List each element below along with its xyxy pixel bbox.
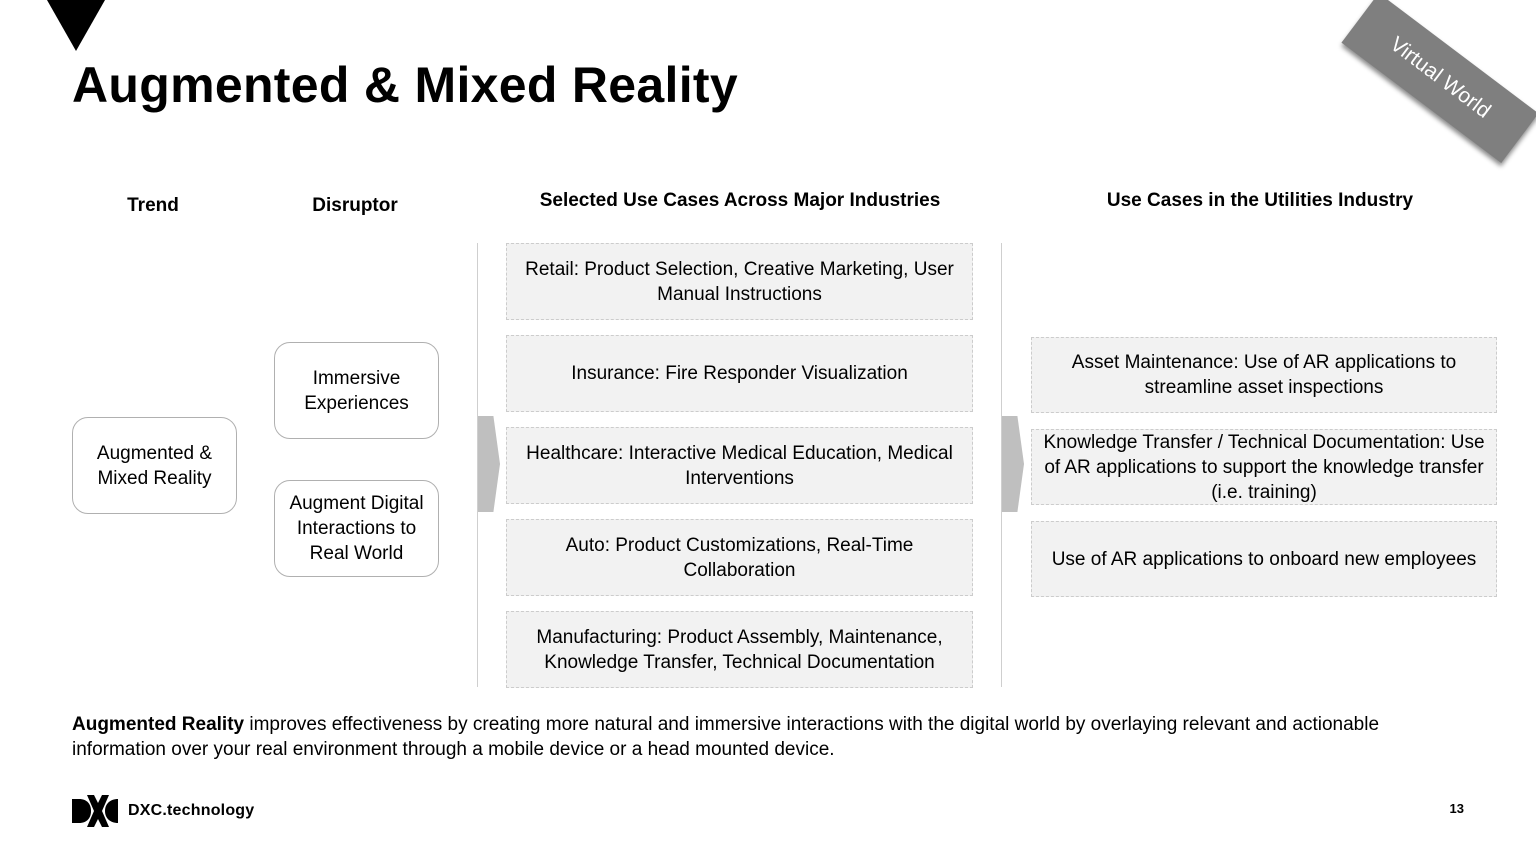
industry-use-case-text: Retail: Product Selection, Creative Mark… xyxy=(525,258,954,305)
utility-use-case-text: Use of AR applications to onboard new em… xyxy=(1051,548,1477,570)
trend-box: Augmented & Mixed Reality xyxy=(72,417,237,514)
dxc-logo-icon xyxy=(72,795,118,827)
industry-use-case: Retail: Product Selection, Creative Mark… xyxy=(506,243,973,320)
footer-bold-term: Augmented Reality xyxy=(72,714,245,735)
industry-use-case-text: Auto: Product Customizations, Real-Time … xyxy=(565,534,914,581)
trend-label: Augmented & Mixed Reality xyxy=(96,442,213,489)
disruptor-box-augment: Augment Digital Interactions to Real Wor… xyxy=(274,480,439,577)
disruptor-box-immersive: Immersive Experiences xyxy=(274,342,439,439)
footer-body: improves effectiveness by creating more … xyxy=(72,714,1380,760)
disruptor-label: Augment Digital Interactions to Real Wor… xyxy=(289,493,424,564)
divider-line xyxy=(1001,243,1002,687)
header-industries: Selected Use Cases Across Major Industri… xyxy=(539,190,941,211)
industry-use-case: Manufacturing: Product Assembly, Mainten… xyxy=(506,611,973,688)
industry-use-case: Auto: Product Customizations, Real-Time … xyxy=(506,519,973,596)
utility-use-case: Use of AR applications to onboard new em… xyxy=(1031,521,1497,597)
header-disruptor: Disruptor xyxy=(312,195,398,216)
slide-title: Augmented & Mixed Reality xyxy=(72,57,738,113)
disruptor-label: Immersive Experiences xyxy=(304,367,409,414)
chevron-right-icon xyxy=(1002,416,1024,512)
divider-line xyxy=(477,243,478,687)
utility-use-case: Knowledge Transfer / Technical Documenta… xyxy=(1031,429,1497,505)
industry-use-case: Insurance: Fire Responder Visualization xyxy=(506,335,973,412)
industry-use-case: Healthcare: Interactive Medical Educatio… xyxy=(506,427,973,504)
page-number: 13 xyxy=(1449,801,1464,816)
header-trend: Trend xyxy=(127,195,179,216)
dxc-logo: DXC.technology xyxy=(72,795,254,827)
logo-text: DXC.technology xyxy=(128,802,255,819)
corner-triangle-icon xyxy=(47,0,105,51)
utility-use-case-text: Knowledge Transfer / Technical Documenta… xyxy=(1043,431,1485,503)
utility-use-case: Asset Maintenance: Use of AR application… xyxy=(1031,337,1497,413)
industry-use-case-text: Healthcare: Interactive Medical Educatio… xyxy=(526,442,953,489)
virtual-world-ribbon: Virtual World xyxy=(1341,0,1536,163)
header-utilities: Use Cases in the Utilities Industry xyxy=(1106,190,1414,211)
industry-use-case-text: Insurance: Fire Responder Visualization xyxy=(571,363,908,384)
industry-use-case-text: Manufacturing: Product Assembly, Mainten… xyxy=(536,626,943,673)
utility-use-case-text: Asset Maintenance: Use of AR application… xyxy=(1071,352,1457,398)
chevron-right-icon xyxy=(478,416,500,512)
footer-description: Augmented Reality improves effectiveness… xyxy=(72,712,1472,762)
